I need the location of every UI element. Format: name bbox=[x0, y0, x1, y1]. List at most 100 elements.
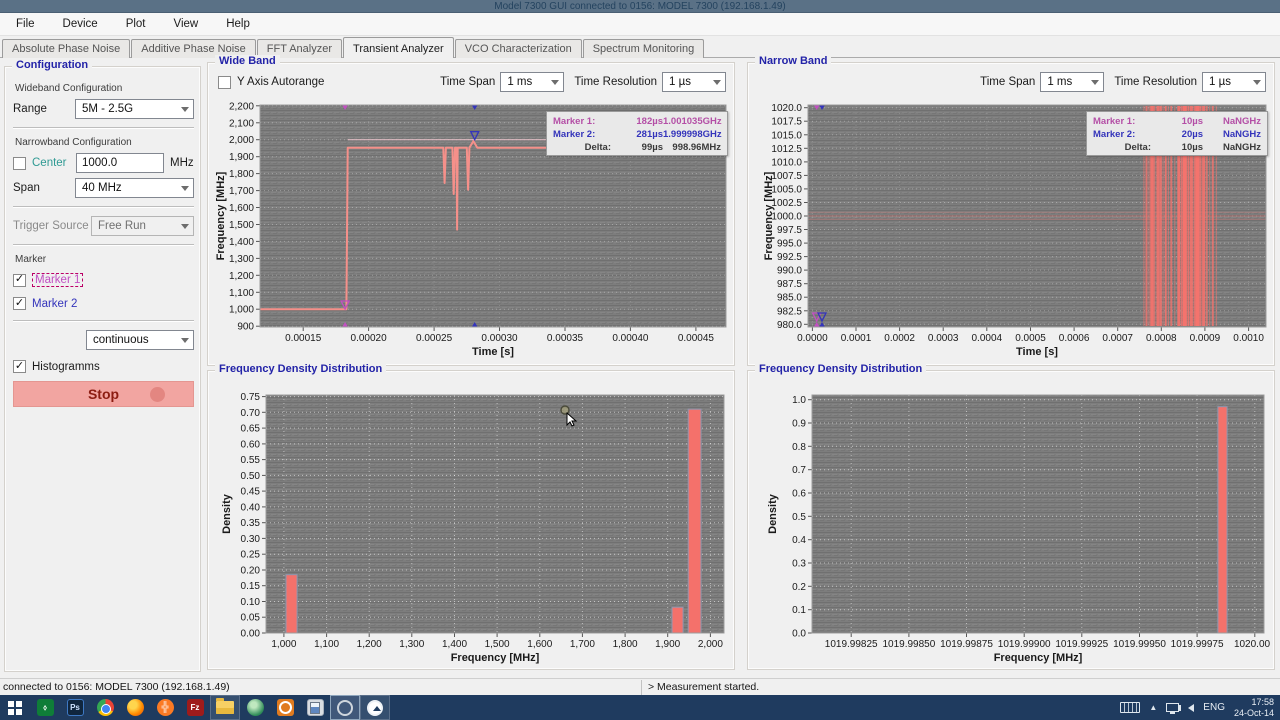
wb-time-span-select[interactable]: 1 ms bbox=[500, 72, 565, 92]
taskbar-chrome[interactable] bbox=[90, 695, 120, 720]
wb-time-resolution-value: 1 µs bbox=[669, 76, 691, 88]
svg-text:1007.5: 1007.5 bbox=[771, 171, 802, 182]
speaker-icon[interactable] bbox=[1178, 703, 1195, 712]
frequency-density-left-panel: Frequency Density Distribution 0.00 0.05 0… bbox=[207, 363, 735, 670]
chevron-down-icon bbox=[181, 337, 189, 343]
keyboard-icon[interactable] bbox=[1120, 702, 1141, 713]
svg-text:1000.0: 1000.0 bbox=[771, 212, 802, 223]
taskbar-model7300-gui[interactable] bbox=[330, 695, 360, 720]
menu-device[interactable]: Device bbox=[62, 17, 98, 30]
taskbar-settings-app[interactable] bbox=[270, 695, 300, 720]
span-label: Span bbox=[13, 182, 40, 194]
center-checkbox[interactable] bbox=[13, 156, 26, 170]
svg-text:0.05: 0.05 bbox=[241, 613, 261, 624]
tab-fft-analyzer[interactable]: FFT Analyzer bbox=[256, 39, 343, 58]
menu-file[interactable]: File bbox=[16, 17, 35, 30]
svg-text:1,800: 1,800 bbox=[613, 639, 638, 650]
ring-app-icon bbox=[337, 699, 353, 716]
svg-text:1,400: 1,400 bbox=[442, 639, 467, 650]
stop-button[interactable]: Stop bbox=[13, 381, 194, 407]
taskbar-firefox[interactable] bbox=[120, 695, 150, 720]
svg-text:Frequency [MHz]: Frequency [MHz] bbox=[215, 171, 227, 260]
taskbar-clock[interactable]: 17:58 24-Oct-14 bbox=[1234, 697, 1274, 718]
menu-help[interactable]: Help bbox=[226, 17, 250, 30]
svg-text:0.0008: 0.0008 bbox=[1146, 333, 1177, 344]
chart-svg: 0.00 0.05 0.10 0.15 0.20 0.25 0.30 0.35 0.40 0.45… bbox=[221, 392, 725, 664]
marker2-checkbox[interactable] bbox=[13, 297, 26, 310]
gear-icon bbox=[276, 699, 294, 716]
language-indicator[interactable]: ENG bbox=[1203, 702, 1225, 713]
svg-text:990.0: 990.0 bbox=[777, 266, 802, 277]
frequency-density-right-panel: Frequency Density Distribution 0.0 0.1 0.2… bbox=[747, 363, 1276, 670]
readout-delta-freq: NaNGHz bbox=[1222, 142, 1261, 153]
svg-text:2,000: 2,000 bbox=[698, 639, 723, 650]
nb-time-span-select[interactable]: 1 ms bbox=[1040, 72, 1105, 92]
readout-marker2-label: Marker 2: bbox=[553, 129, 596, 140]
taskbar-green-app[interactable] bbox=[240, 695, 270, 720]
menu-view[interactable]: View bbox=[173, 17, 199, 30]
taskbar-store[interactable]: ⬨ bbox=[30, 695, 60, 720]
taskbar-file-explorer[interactable] bbox=[210, 695, 240, 720]
range-select[interactable]: 5M - 2.5G bbox=[75, 99, 194, 119]
tab-absolute-phase-noise[interactable]: Absolute Phase Noise bbox=[2, 39, 131, 58]
taskbar-glass-app[interactable] bbox=[300, 695, 330, 720]
svg-text:0.20: 0.20 bbox=[241, 566, 261, 577]
nb-marker-readout: Marker 1: 10µs NaNGHz Marker 2: 20µs NaN… bbox=[1086, 111, 1268, 156]
window-titlebar[interactable]: Model 7300 GUI connected to 0156: MODEL … bbox=[0, 0, 1280, 13]
tab-spectrum-monitoring[interactable]: Spectrum Monitoring bbox=[582, 39, 705, 58]
divider bbox=[13, 244, 194, 246]
frequency-density-right-chart[interactable]: 0.0 0.1 0.2 0.3 0.4 0.5 0.6 0.7 0.8 0.9 1.0 1019.99… bbox=[754, 387, 1276, 669]
span-value: 40 MHz bbox=[82, 182, 122, 194]
center-frequency-input[interactable] bbox=[76, 153, 164, 173]
taskbar-remote-app[interactable] bbox=[360, 695, 390, 720]
tab-additive-phase-noise[interactable]: Additive Phase Noise bbox=[131, 39, 256, 58]
tab-vco-characterization[interactable]: VCO Characterization bbox=[454, 39, 582, 58]
histogram-bar bbox=[671, 606, 684, 634]
trigger-source-select[interactable]: Free Run bbox=[91, 216, 194, 236]
start-button[interactable] bbox=[0, 695, 30, 720]
tab-transient-analyzer[interactable]: Transient Analyzer bbox=[343, 37, 454, 58]
svg-text:1012.5: 1012.5 bbox=[771, 144, 802, 155]
svg-text:992.5: 992.5 bbox=[777, 252, 802, 263]
nb-time-span-value: 1 ms bbox=[1047, 76, 1073, 88]
y-axis-autorange-checkbox[interactable] bbox=[218, 75, 231, 89]
histogram-bar bbox=[687, 408, 702, 634]
readout-delta-label: Delta: bbox=[1124, 142, 1151, 153]
main-content: Configuration Wideband Configuration Ran… bbox=[0, 55, 1280, 678]
acquisition-mode-select[interactable]: continuous bbox=[86, 330, 194, 350]
menu-plot[interactable]: Plot bbox=[125, 17, 146, 30]
readout-delta-time: 10µs bbox=[1181, 142, 1203, 153]
nb-time-resolution-select[interactable]: 1 µs bbox=[1202, 72, 1266, 92]
histograms-checkbox[interactable] bbox=[13, 360, 26, 373]
divider bbox=[13, 320, 194, 322]
wb-marker-readout: Marker 1: 182µs 1.001035GHz Marker 2: 28… bbox=[546, 111, 728, 156]
marker1-checkbox[interactable] bbox=[13, 273, 26, 287]
svg-text:1,000: 1,000 bbox=[271, 639, 296, 650]
taskbar-photoshop[interactable]: Ps bbox=[60, 695, 90, 720]
taskbar-xampp[interactable]: ╬ bbox=[150, 695, 180, 720]
chevron-down-icon bbox=[551, 79, 560, 85]
readout-marker1-time: 182µs bbox=[636, 116, 663, 127]
show-hidden-icons[interactable]: ▲ bbox=[1149, 703, 1158, 712]
svg-text:1,600: 1,600 bbox=[527, 639, 552, 650]
stop-button-label: Stop bbox=[87, 386, 120, 402]
marker-glyph bbox=[811, 312, 822, 323]
window-title: Model 7300 GUI connected to 0156: MODEL … bbox=[494, 1, 786, 12]
svg-text:0.00040: 0.00040 bbox=[612, 333, 649, 344]
svg-text:1,500: 1,500 bbox=[229, 220, 254, 231]
svg-text:0.0007: 0.0007 bbox=[1102, 333, 1133, 344]
wb-time-resolution-select[interactable]: 1 µs bbox=[662, 72, 726, 92]
chrome-icon bbox=[96, 699, 114, 716]
taskbar-filezilla[interactable]: Fz bbox=[180, 695, 210, 720]
svg-text:0.35: 0.35 bbox=[241, 518, 261, 529]
svg-text:1020.000: 1020.000 bbox=[1234, 639, 1270, 650]
status-measurement: > Measurement started. bbox=[648, 681, 760, 693]
acquisition-mode-value: continuous bbox=[93, 334, 149, 346]
marker-glyph bbox=[469, 131, 480, 142]
readout-delta-label: Delta: bbox=[584, 142, 611, 153]
span-select[interactable]: 40 MHz bbox=[75, 178, 194, 198]
status-connection: connected to 0156: MODEL 7300 (192.168.1… bbox=[3, 681, 230, 693]
svg-text:1019.99850: 1019.99850 bbox=[882, 639, 935, 650]
frequency-density-left-chart[interactable]: 0.00 0.05 0.10 0.15 0.20 0.25 0.30 0.35 0.40 0.45… bbox=[214, 387, 730, 669]
svg-text:1,900: 1,900 bbox=[229, 152, 254, 163]
